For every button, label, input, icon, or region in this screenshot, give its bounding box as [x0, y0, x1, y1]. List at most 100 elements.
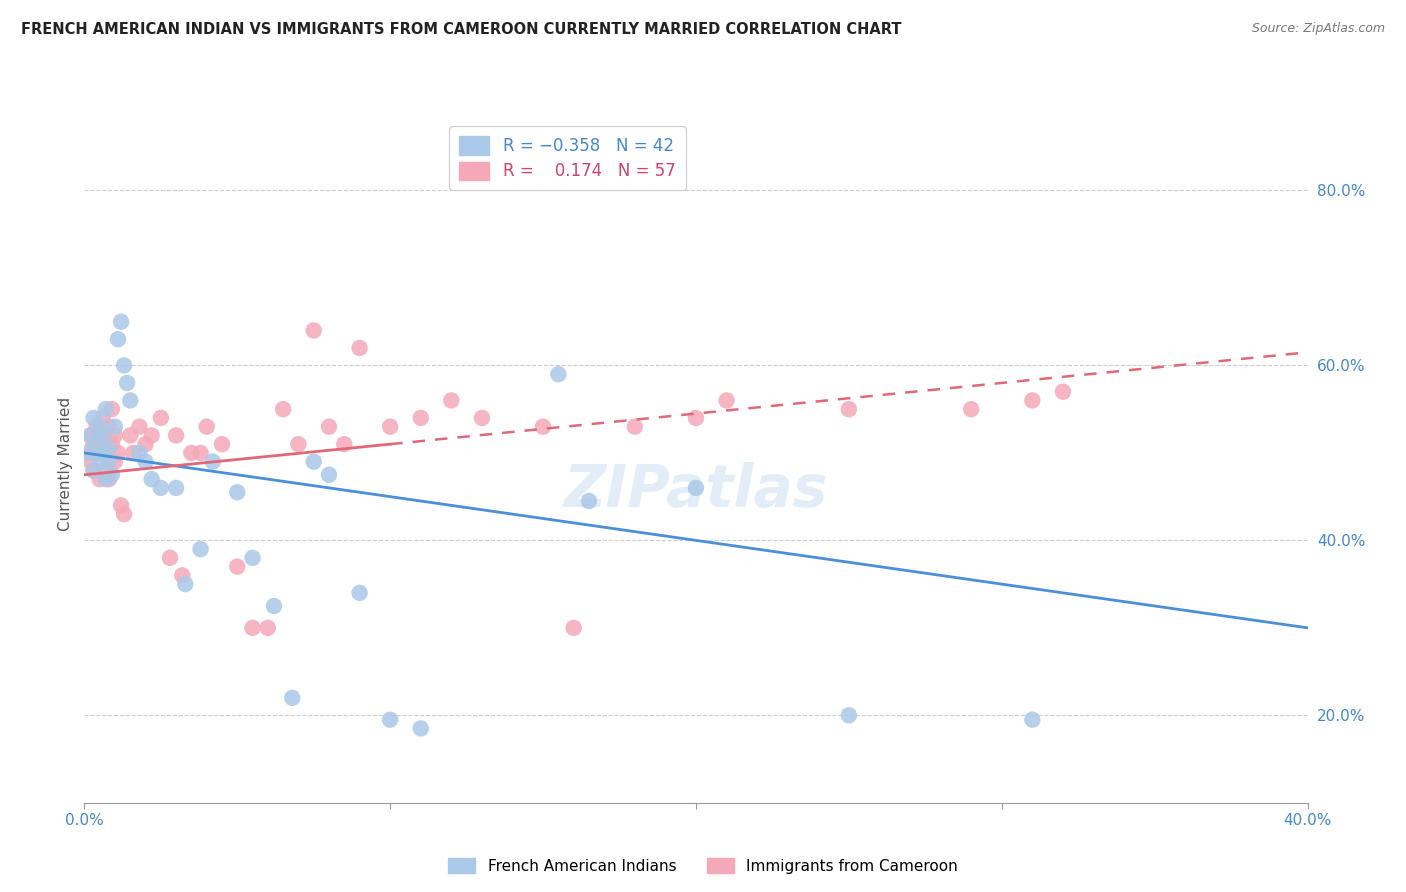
Point	[242, 621, 264, 635]
Point	[578, 494, 600, 508]
Point	[83, 463, 105, 477]
Point	[174, 577, 197, 591]
Point	[91, 428, 114, 442]
Point	[94, 402, 117, 417]
Point	[101, 467, 124, 482]
Point	[263, 599, 285, 613]
Point	[115, 376, 138, 390]
Point	[349, 586, 371, 600]
Point	[91, 411, 114, 425]
Point	[149, 411, 172, 425]
Point	[287, 437, 309, 451]
Point	[440, 393, 463, 408]
Point	[547, 367, 569, 381]
Point	[101, 402, 124, 417]
Point	[86, 446, 108, 460]
Point	[128, 419, 150, 434]
Point	[211, 437, 233, 451]
Point	[104, 419, 127, 434]
Point	[624, 419, 647, 434]
Point	[89, 419, 111, 434]
Point	[318, 467, 340, 482]
Point	[333, 437, 356, 451]
Point	[1021, 393, 1043, 408]
Legend: French American Indians, Immigrants from Cameroon: French American Indians, Immigrants from…	[441, 852, 965, 880]
Point	[79, 428, 101, 442]
Point	[172, 568, 194, 582]
Point	[94, 446, 117, 460]
Point	[83, 437, 105, 451]
Point	[76, 446, 98, 460]
Point	[149, 481, 172, 495]
Point	[409, 722, 432, 736]
Point	[83, 463, 105, 477]
Point	[110, 499, 132, 513]
Point	[226, 559, 249, 574]
Point	[120, 393, 142, 408]
Point	[107, 446, 129, 460]
Point	[159, 550, 181, 565]
Point	[190, 446, 212, 460]
Point	[91, 437, 114, 451]
Y-axis label: Currently Married: Currently Married	[58, 397, 73, 531]
Point	[201, 455, 224, 469]
Point	[281, 690, 304, 705]
Point	[86, 437, 108, 451]
Point	[471, 411, 494, 425]
Point	[409, 411, 432, 425]
Point	[79, 428, 101, 442]
Point	[165, 481, 187, 495]
Point	[94, 463, 117, 477]
Point	[165, 428, 187, 442]
Point	[91, 446, 114, 460]
Point	[135, 437, 157, 451]
Point	[97, 442, 120, 456]
Point	[685, 481, 707, 495]
Point	[94, 472, 117, 486]
Point	[97, 455, 120, 469]
Point	[302, 323, 325, 337]
Point	[190, 542, 212, 557]
Point	[120, 428, 142, 442]
Legend: R = −0.358   N = 42, R =    0.174   N = 57: R = −0.358 N = 42, R = 0.174 N = 57	[450, 127, 686, 190]
Point	[89, 455, 111, 469]
Point	[83, 411, 105, 425]
Point	[112, 359, 135, 373]
Point	[838, 708, 860, 723]
Point	[1052, 384, 1074, 399]
Point	[349, 341, 371, 355]
Point	[112, 507, 135, 521]
Point	[86, 419, 108, 434]
Point	[1021, 713, 1043, 727]
Point	[110, 315, 132, 329]
Point	[104, 455, 127, 469]
Point	[531, 419, 554, 434]
Point	[257, 621, 280, 635]
Point	[101, 437, 124, 451]
Text: Source: ZipAtlas.com: Source: ZipAtlas.com	[1251, 22, 1385, 36]
Point	[838, 402, 860, 417]
Point	[318, 419, 340, 434]
Point	[107, 332, 129, 346]
Point	[128, 446, 150, 460]
Point	[122, 446, 145, 460]
Point	[135, 455, 157, 469]
Point	[271, 402, 294, 417]
Point	[716, 393, 738, 408]
Point	[97, 472, 120, 486]
Point	[89, 472, 111, 486]
Point	[97, 419, 120, 434]
Point	[89, 428, 111, 442]
Point	[141, 428, 163, 442]
Point	[685, 411, 707, 425]
Text: ZIPatlas: ZIPatlas	[564, 462, 828, 519]
Point	[242, 550, 264, 565]
Point	[180, 446, 202, 460]
Point	[195, 419, 218, 434]
Point	[302, 455, 325, 469]
Point	[76, 446, 98, 460]
Point	[141, 472, 163, 486]
Point	[226, 485, 249, 500]
Point	[960, 402, 983, 417]
Point	[104, 428, 127, 442]
